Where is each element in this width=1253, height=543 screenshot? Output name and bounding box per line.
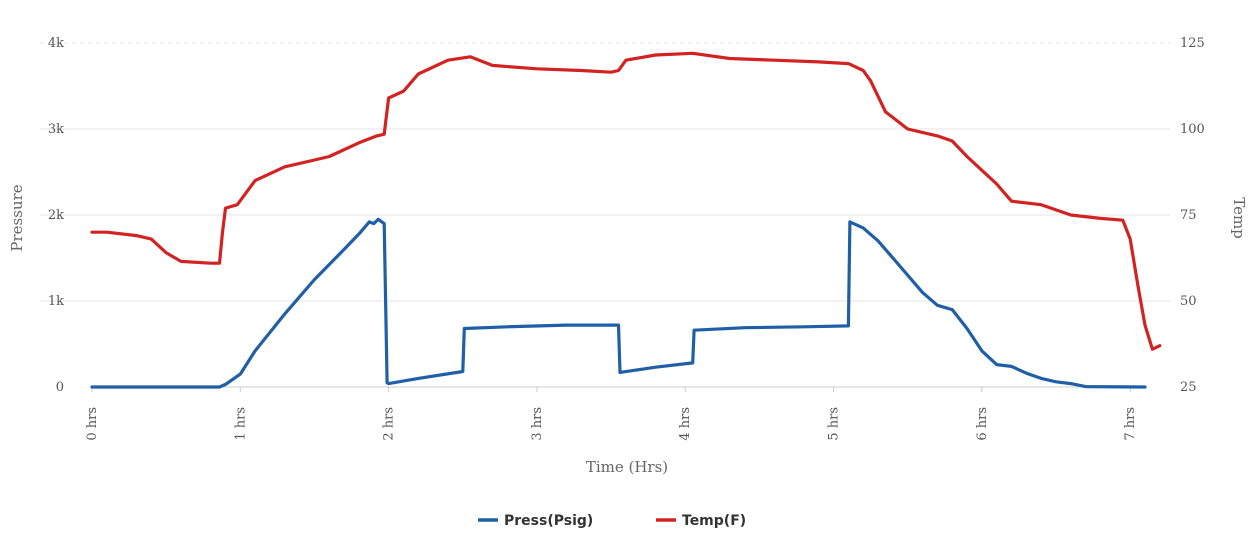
x-tick-label: 5 hrs: [827, 407, 842, 441]
legend[interactable]: Press(Psig) Temp(F): [478, 513, 746, 529]
x-tick-label: 2 hrs: [382, 407, 397, 441]
right-tick-label: 100: [1180, 122, 1205, 137]
left-axis-title: Pressure: [8, 184, 26, 251]
x-tick-label: 1 hrs: [233, 407, 248, 441]
x-tick-label: 6 hrs: [975, 407, 990, 441]
right-tick-label: 50: [1180, 294, 1197, 309]
left-axis-ticks: 0 1k 2k 3k 4k: [48, 36, 64, 395]
x-tick-label: 3 hrs: [530, 407, 545, 441]
legend-item-pressure[interactable]: Press(Psig): [478, 513, 593, 529]
x-axis-title: Time (Hrs): [586, 458, 668, 476]
right-tick-label: 75: [1180, 208, 1197, 223]
legend-item-temperature[interactable]: Temp(F): [656, 513, 746, 529]
x-tick-label: 4 hrs: [678, 407, 693, 441]
left-tick-label: 0: [56, 380, 64, 395]
left-tick-label: 4k: [48, 36, 64, 51]
gridlines: [40, 42, 1170, 302]
right-axis-ticks: 25 50 75 100 125: [1180, 36, 1205, 395]
series-line-temperature[interactable]: [90, 51, 1162, 351]
legend-label: Press(Psig): [504, 513, 593, 529]
right-tick-label: 125: [1180, 36, 1205, 51]
series-layer: [90, 51, 1162, 389]
right-tick-label: 25: [1180, 380, 1197, 395]
left-tick-label: 3k: [48, 122, 64, 137]
x-tick-label: 7 hrs: [1123, 407, 1138, 441]
x-axis-ticks: 0 hrs 1 hrs 2 hrs 3 hrs 4 hrs 5 hrs 6 hrs 7 hrs: [85, 387, 1138, 441]
right-axis-title: Temp: [1230, 197, 1248, 239]
legend-label: Temp(F): [682, 513, 746, 529]
left-tick-label: 2k: [48, 208, 64, 223]
left-tick-label: 1k: [48, 294, 64, 309]
series-line-pressure[interactable]: [90, 217, 1147, 389]
x-tick-label: 0 hrs: [85, 407, 100, 441]
